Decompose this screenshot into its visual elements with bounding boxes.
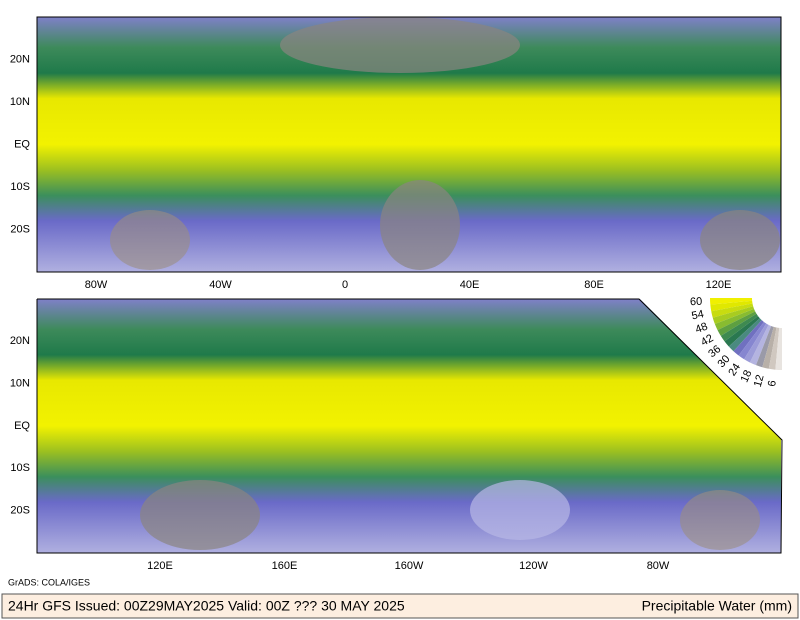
land [280,17,520,73]
colorbar-swatch [755,325,774,368]
lat-label: 20N [10,53,30,65]
lon-label: 80E [584,279,604,291]
dry-area [470,480,570,540]
footer-box [1,593,799,619]
map-bottom [36,298,783,554]
lat-label: 20S [10,505,30,517]
colorbar-swatch [728,318,762,352]
lon-label: 120W [519,560,548,572]
frame [36,16,782,273]
lat-label: 20N [10,335,30,347]
land [380,180,460,270]
footer-left: 24Hr GFS Issued: 00Z29MAY2025 Valid: 00Z… [8,598,405,614]
colorbar-swatch [712,306,755,325]
colorbar-label: 6 [766,380,779,387]
colorbar-label: 36 [706,343,723,360]
colorbar-swatch [720,313,759,342]
lon-label: 80W [647,560,670,572]
lat-label: 20S [10,223,30,235]
colorbar-swatch [724,316,760,347]
colorbar-swatch [768,327,780,370]
colorbar-swatch [738,321,767,360]
land [680,490,760,550]
colorbar-swatch [714,308,756,331]
footer-right: Precipitable Water (mm) [642,598,792,614]
colorbar-swatch [711,303,754,318]
credit: GrADS: COLA/IGES [8,577,90,587]
colorbar-label: 42 [699,332,716,348]
lat-label: 10N [10,96,30,108]
land [140,480,260,550]
frame [36,298,783,554]
colorbar-swatch [749,324,772,366]
colorbar-label: 48 [694,321,710,337]
lon-label: 80W [85,279,108,291]
lon-label: 160E [272,560,298,572]
lon-label: 40W [209,279,232,291]
colorbar-label: 60 [690,296,703,309]
colorbar-label: 24 [726,361,743,378]
colorbar-swatch [733,320,764,356]
lon-label: 160W [395,560,424,572]
colorbar-swatch [775,327,782,370]
colorbar-label: 12 [752,373,767,388]
lon-label: 120E [147,560,173,572]
colorbar-swatch [744,323,769,363]
map-top [36,16,782,273]
land [700,210,780,270]
lon-label: 0 [342,279,348,291]
colorbar-swatch [717,311,757,336]
lat-label: 10S [10,181,30,193]
lat-label: 10N [10,378,30,390]
colorbar-label: 54 [691,308,705,322]
lat-label: EQ [14,138,30,150]
lat-label: 10S [10,462,30,474]
land [110,210,190,270]
colorbar-label: 18 [739,368,755,384]
colorbar-swatch [710,298,753,305]
colorbar-swatch [762,326,777,369]
lon-label: 40E [460,279,480,291]
colorbar-swatch [710,300,753,312]
lon-label: 120E [706,279,732,291]
lat-label: EQ [14,420,30,432]
